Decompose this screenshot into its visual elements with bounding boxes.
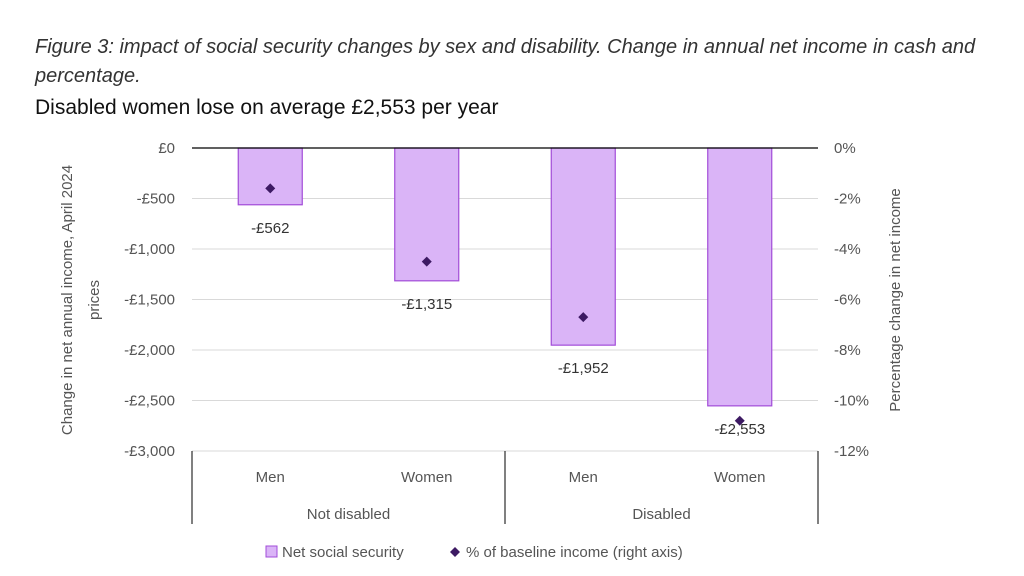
figure-caption: Figure 3: impact of social security chan…: [35, 36, 976, 87]
bars: [237, 147, 773, 407]
data-label: -£2,553: [714, 421, 765, 438]
percent-marker: [578, 312, 589, 323]
y2-tick-label: 0%: [834, 140, 856, 157]
group-label: Disabled: [632, 506, 690, 523]
percent-marker: [421, 256, 432, 267]
markers: [265, 183, 745, 426]
y2-tick-label: -4%: [834, 241, 861, 258]
axes: [191, 147, 819, 524]
y-tick-label: -£2,500: [124, 393, 175, 410]
y-tick-label: -£1,000: [124, 241, 175, 258]
data-label: -£1,952: [558, 360, 609, 377]
y-axis-title-line1: Change in net annual income, April 2024: [59, 165, 76, 435]
y-axis-title-line2: prices: [86, 280, 103, 320]
bar: [707, 147, 773, 407]
y2-tick-label: -10%: [834, 393, 869, 410]
y-tick-label: -£1,500: [124, 292, 175, 309]
legend-swatch-bar: [265, 545, 278, 558]
legend-label-bar: Net social security: [282, 544, 404, 561]
y2-tick-label: -8%: [834, 342, 861, 359]
legend: Net social security % of baseline income …: [265, 544, 683, 561]
legend-label-marker: % of baseline income (right axis): [466, 544, 683, 561]
y-tick-label: £0: [158, 140, 175, 157]
percent-marker: [734, 415, 745, 426]
category-label: Men: [569, 469, 598, 486]
percent-marker: [265, 183, 276, 194]
y-tick-label: -£500: [137, 191, 175, 208]
y2-tick-label: -2%: [834, 191, 861, 208]
labels: £0 0% -£500 -2% -£1,000 -4% -£1,500 -6% -£2,000 -…: [59, 140, 904, 523]
data-label: -£562: [251, 220, 289, 237]
category-label: Women: [714, 469, 765, 486]
y2-tick-label: -6%: [834, 292, 861, 309]
y-tick-label: -£2,000: [124, 342, 175, 359]
group-label: Not disabled: [307, 506, 390, 523]
y-tick-label: -£3,000: [124, 443, 175, 460]
y2-tick-label: -12%: [834, 443, 869, 460]
chart-title: Disabled women lose on average £2,553 pe…: [35, 96, 499, 119]
data-label: -£1,315: [401, 296, 452, 313]
category-label: Men: [256, 469, 285, 486]
category-label: Women: [401, 469, 452, 486]
bar: [237, 147, 303, 206]
y2-axis-title: Percentage change in net income: [887, 188, 904, 411]
legend-swatch-marker: [450, 547, 460, 557]
